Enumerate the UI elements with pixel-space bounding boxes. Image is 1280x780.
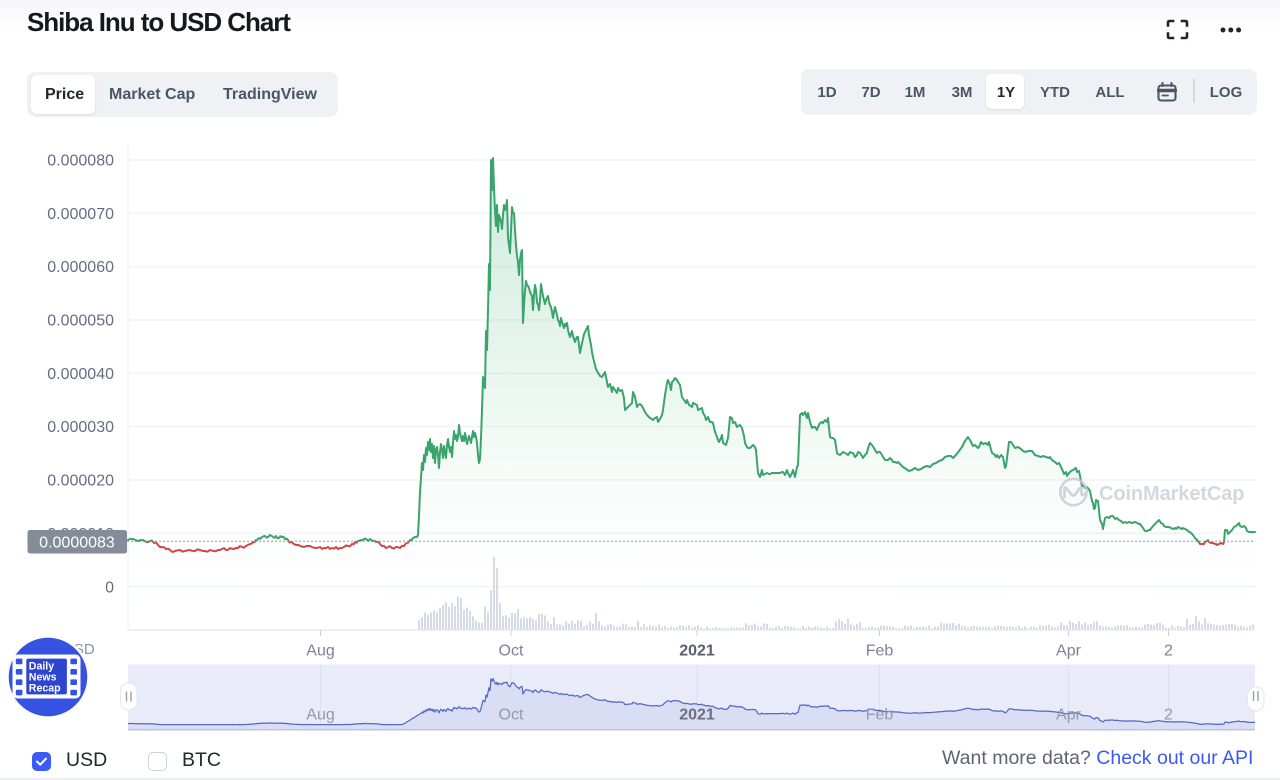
svg-text:0.0000083: 0.0000083 xyxy=(39,535,115,552)
svg-text:0.000020: 0.000020 xyxy=(47,473,114,490)
svg-text:2021: 2021 xyxy=(679,643,715,660)
svg-text:Apr: Apr xyxy=(1056,643,1082,660)
svg-text:0.000030: 0.000030 xyxy=(47,419,114,436)
svg-text:Aug: Aug xyxy=(306,707,334,724)
svg-text:News: News xyxy=(29,672,57,684)
svg-text:0.000070: 0.000070 xyxy=(47,206,114,223)
svg-text:Feb: Feb xyxy=(866,707,894,724)
svg-text:Aug: Aug xyxy=(306,643,334,660)
svg-text:0.000060: 0.000060 xyxy=(47,259,114,276)
svg-text:Feb: Feb xyxy=(866,643,894,660)
svg-text:2: 2 xyxy=(1164,707,1173,724)
svg-text:CoinMarketCap: CoinMarketCap xyxy=(1099,483,1244,505)
svg-text:Apr: Apr xyxy=(1056,707,1082,724)
svg-text:2: 2 xyxy=(1164,643,1173,660)
svg-text:Daily: Daily xyxy=(29,661,54,673)
svg-text:Oct: Oct xyxy=(499,707,524,724)
svg-text:0: 0 xyxy=(105,579,114,596)
svg-text:Oct: Oct xyxy=(499,643,524,660)
svg-text:2021: 2021 xyxy=(679,707,715,724)
svg-text:0.000040: 0.000040 xyxy=(47,366,114,383)
svg-text:Recap: Recap xyxy=(29,683,61,695)
svg-text:0.000050: 0.000050 xyxy=(47,313,114,330)
svg-text:0.000080: 0.000080 xyxy=(47,153,114,170)
